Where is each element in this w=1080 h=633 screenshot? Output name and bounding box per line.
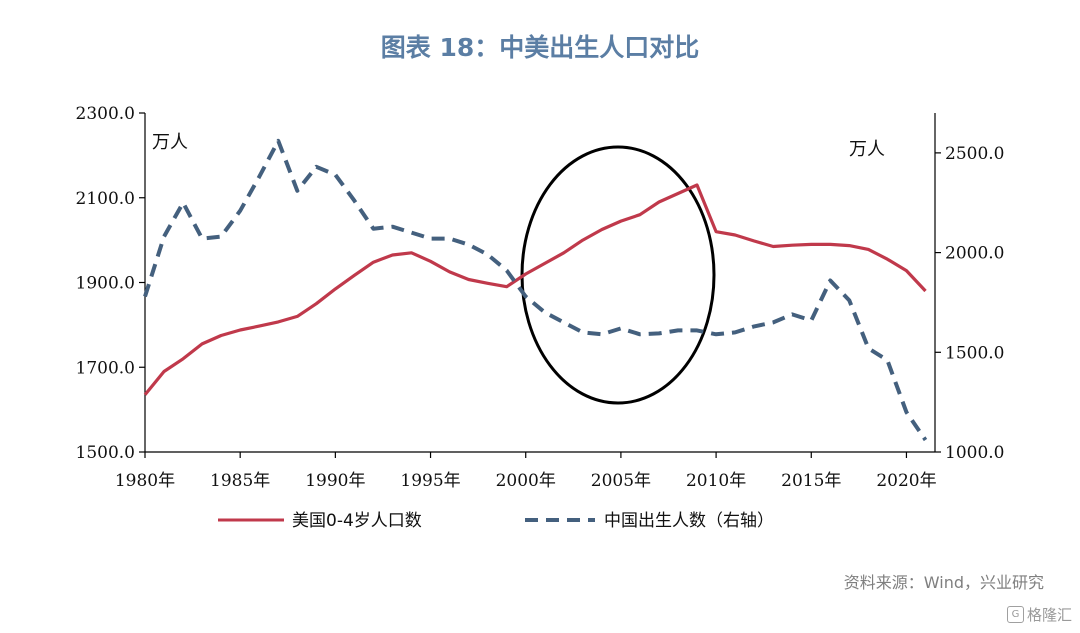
right-tick-label: 2000.0	[945, 244, 1004, 264]
left-tick-label: 2300.0	[76, 104, 135, 124]
x-tick-label: 2015年	[781, 471, 841, 491]
x-tick-label: 1980年	[115, 471, 175, 491]
left-tick-label: 1700.0	[76, 358, 135, 378]
watermark: G 格隆汇	[1006, 604, 1072, 625]
source-note: 资料来源：Wind，兴业研究	[843, 573, 1044, 592]
x-tick-label: 1995年	[400, 471, 460, 491]
right-tick-label: 1500.0	[945, 343, 1004, 363]
series-line-us	[143, 183, 927, 396]
highlight-ellipse	[520, 145, 716, 405]
x-tick-label: 2010年	[686, 471, 746, 491]
left-tick-label: 2100.0	[76, 189, 135, 209]
watermark-text: 格隆汇	[1026, 606, 1072, 624]
tick-labels: 1500.0 1700.0 1900.0 2100.0 2300.0 1000.0 1500…	[76, 104, 1005, 491]
legend-label-cn: 中国出生人数（右轴）	[604, 511, 774, 531]
legend-label-us: 美国0-4岁人口数	[292, 511, 422, 531]
left-unit-label: 万人	[152, 132, 188, 153]
x-tick-label: 1990年	[305, 471, 365, 491]
x-tick-label: 1985年	[210, 471, 270, 491]
right-tick-label: 1000.0	[945, 443, 1004, 463]
x-tick-label: 2000年	[496, 471, 556, 491]
axes	[139, 112, 941, 458]
series-layer	[143, 138, 928, 442]
legend: 美国0-4岁人口数 中国出生人数（右轴）	[218, 511, 774, 531]
x-tick-label: 2020年	[876, 471, 936, 491]
right-unit-label: 万人	[849, 139, 885, 160]
highlight-layer	[520, 145, 716, 405]
series-line-cn	[143, 138, 928, 442]
left-tick-label: 1900.0	[76, 274, 135, 294]
left-tick-label: 1500.0	[76, 443, 135, 463]
right-tick-label: 2500.0	[945, 144, 1004, 164]
watermark-icon: G	[1006, 606, 1024, 623]
x-tick-label: 2005年	[591, 471, 651, 491]
chart-title: 图表 18：中美出生人口对比	[380, 33, 700, 62]
